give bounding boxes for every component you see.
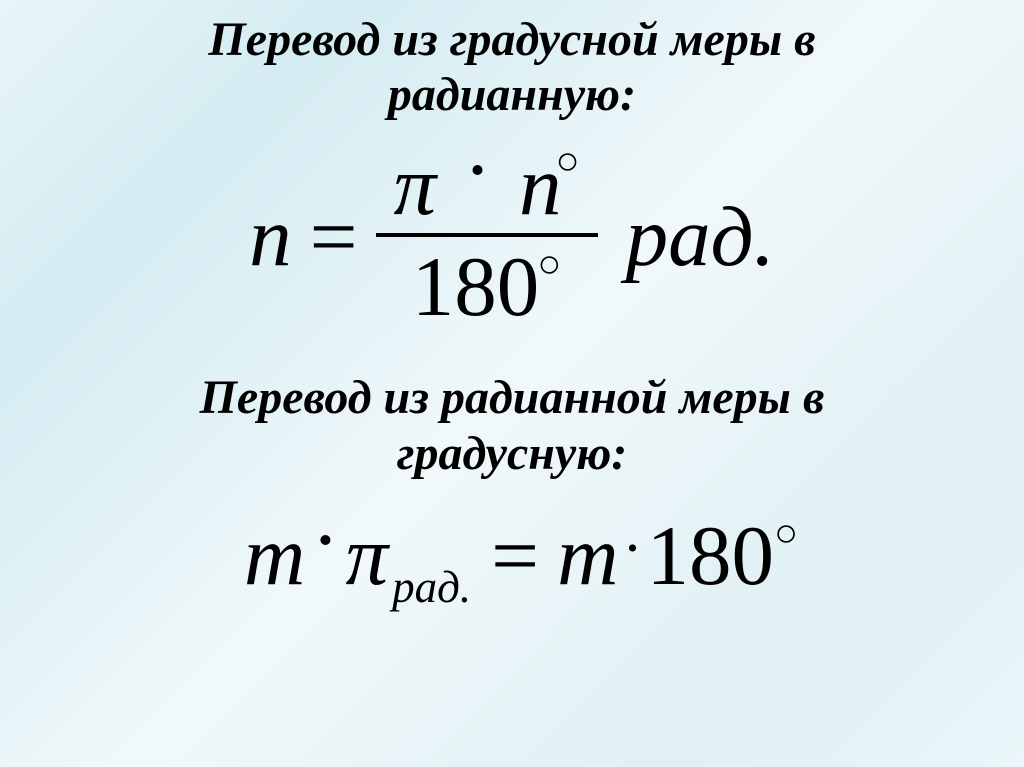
f1-num-pi: π (394, 139, 437, 233)
formula-deg-to-rad: n = π · n○ 180○ рад. (249, 144, 775, 330)
f2-rhs-dot: · (622, 515, 642, 581)
f2-rhs-m: m (557, 509, 618, 603)
f1-equals: = (310, 188, 358, 286)
f2-rhs-180: 180 (646, 509, 774, 603)
heading2-line2: градусную: (397, 427, 627, 480)
f1-den-180: 180 (412, 240, 540, 334)
f2-lhs-pi: π (346, 509, 389, 603)
heading1-line1: Перевод из градусной меры в (208, 13, 815, 66)
f1-den-deg: ○ (537, 241, 561, 286)
f1-denominator: 180○ (394, 237, 580, 330)
f2-lhs-m: m (244, 509, 305, 603)
heading1-line2: радианную: (388, 68, 636, 121)
f1-unit-rad: рад. (626, 188, 775, 286)
f1-num-dot: · (463, 123, 491, 217)
f2-lhs: m·πрад. (244, 507, 473, 605)
f1-fraction: π · n○ 180○ (376, 144, 598, 330)
f2-equals: = (491, 507, 539, 605)
heading-deg-to-rad: Перевод из градусной меры в радианную: (208, 12, 815, 122)
f2-lhs-dot: · (311, 493, 339, 587)
f1-num-deg: ○ (555, 138, 579, 183)
f2-rhs: m·180○ (557, 507, 798, 605)
heading2-line1: Перевод из радианной меры в (200, 371, 825, 424)
slide-container: Перевод из градусной меры в радианную: n… (0, 0, 1024, 767)
f2-lhs-sub: рад. (392, 562, 471, 612)
f1-numerator: π · n○ (376, 144, 598, 237)
formula-rad-to-deg: m·πрад. = m·180○ (0, 507, 1024, 605)
f1-lhs-n: n (249, 188, 292, 286)
heading-rad-to-deg: Перевод из радианной меры в градусную: (200, 370, 825, 480)
f2-rhs-deg: ○ (774, 510, 798, 555)
